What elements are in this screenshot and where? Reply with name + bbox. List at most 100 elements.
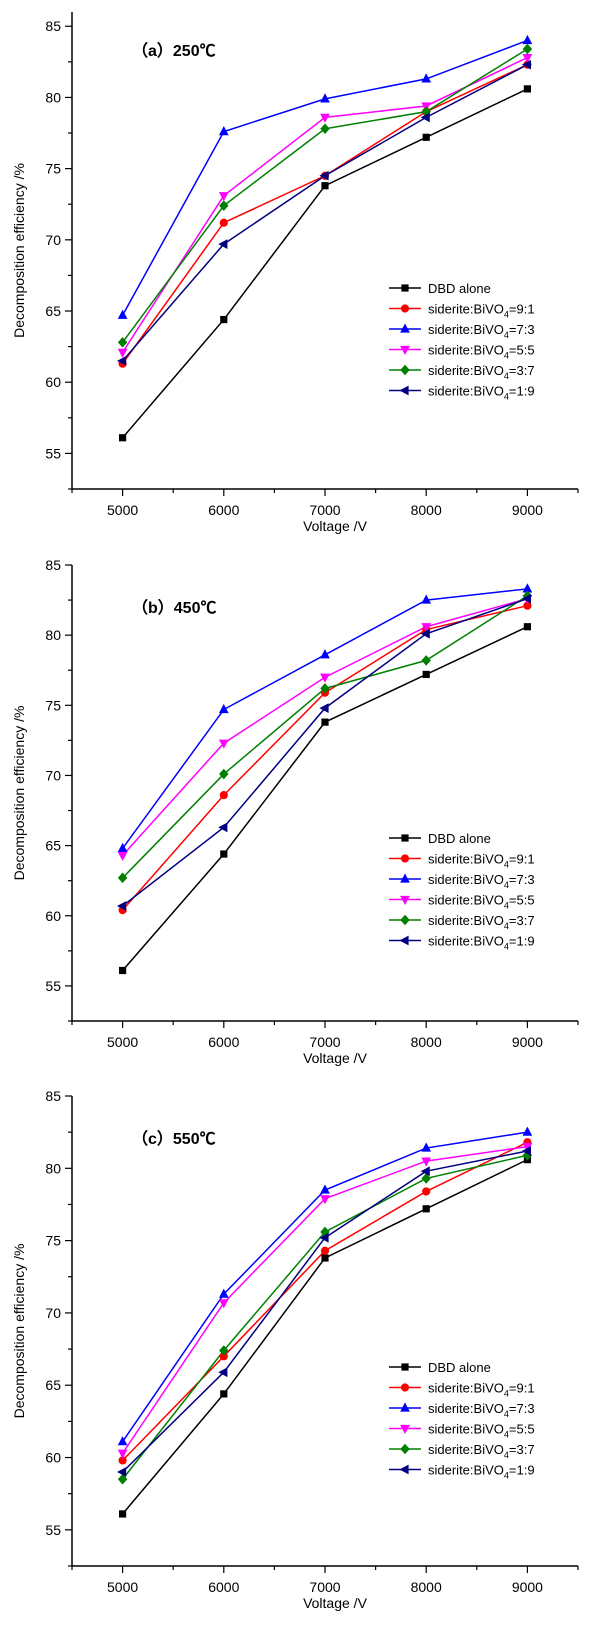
legend-label: siderite:BiVO4=3:7	[428, 1442, 535, 1460]
data-point	[319, 170, 329, 181]
data-point	[220, 1390, 228, 1398]
y-tick-label: 85	[45, 557, 61, 573]
y-axis-title: Decomposition efficiency /%	[11, 1244, 27, 1419]
legend-label: siderite:BiVO4=1:9	[428, 1463, 535, 1481]
data-point	[321, 718, 329, 726]
y-tick-label: 55	[45, 445, 61, 461]
data-point	[219, 768, 229, 780]
data-point	[422, 1205, 430, 1213]
legend-label: siderite:BiVO4=5:5	[428, 343, 535, 361]
legend-label: siderite:BiVO4=1:9	[428, 384, 535, 402]
series-line	[122, 597, 528, 856]
data-point	[220, 850, 228, 858]
data-point	[119, 966, 127, 975]
y-tick-label: 75	[45, 161, 61, 177]
legend-label: siderite:BiVO4=9:1	[428, 852, 535, 870]
y-tick-label: 80	[45, 627, 61, 643]
x-tick-label: 9000	[512, 1034, 543, 1050]
data-point	[320, 649, 330, 659]
data-point	[218, 1367, 228, 1378]
panel-title: （b）450℃	[132, 599, 216, 617]
data-point	[220, 315, 228, 324]
data-point	[319, 703, 329, 713]
y-tick-label: 70	[45, 232, 61, 248]
x-tick-label: 8000	[411, 502, 442, 518]
legend-label: DBD alone	[428, 281, 491, 296]
data-point	[420, 112, 430, 123]
y-tick-label: 65	[45, 303, 61, 319]
data-point	[320, 673, 330, 683]
legend-marker	[400, 895, 410, 906]
y-tick-label: 70	[45, 1305, 61, 1321]
x-tick-label: 7000	[309, 502, 340, 518]
data-point	[219, 200, 229, 211]
data-point	[422, 670, 430, 679]
y-tick-label: 80	[45, 1160, 61, 1176]
legend-label: siderite:BiVO4=9:1	[428, 302, 535, 320]
legend-marker	[400, 323, 410, 333]
x-tick-label: 5000	[107, 1034, 138, 1050]
chart-panel: 5000 6000 7000 8000 9000 55 60 65 70 75 80 85 Voltag…	[11, 12, 579, 534]
data-point	[117, 1449, 128, 1459]
data-point	[117, 1436, 128, 1446]
y-tick-label: 65	[45, 1377, 61, 1393]
data-point	[320, 123, 330, 135]
data-point	[319, 1232, 329, 1243]
legend-label: siderite:BiVO4=3:7	[428, 363, 535, 381]
data-point	[119, 1510, 127, 1518]
data-point	[522, 34, 533, 45]
data-point	[320, 1184, 330, 1194]
legend-label: DBD alone	[428, 1360, 491, 1375]
legend-label: siderite:BiVO4=1:9	[428, 934, 535, 952]
series-line	[121, 64, 528, 365]
data-point	[320, 1195, 330, 1205]
legend-marker	[401, 834, 409, 842]
data-point	[320, 113, 330, 123]
x-tick-label: 6000	[208, 1034, 239, 1050]
legend-label: siderite:BiVO4=5:5	[428, 1422, 535, 1440]
data-point	[219, 1345, 229, 1356]
y-tick-label: 85	[45, 1088, 61, 1104]
legend-label: siderite:BiVO4=9:1	[428, 1381, 535, 1399]
x-tick-label: 5000	[107, 1579, 138, 1595]
x-axis-title: Voltage /V	[303, 1050, 367, 1066]
data-point	[421, 1157, 432, 1167]
data-point	[320, 683, 330, 694]
y-tick-label: 75	[45, 697, 61, 713]
data-point	[218, 239, 228, 249]
data-point	[422, 1187, 431, 1196]
legend-label: siderite:BiVO4=7:3	[428, 322, 535, 340]
y-axis-title: Decomposition efficiency /%	[11, 163, 27, 338]
y-tick-label: 60	[45, 1450, 61, 1466]
x-tick-label: 6000	[208, 502, 239, 518]
legend-marker	[400, 345, 410, 356]
x-tick-label: 9000	[512, 1579, 543, 1595]
legend-label: siderite:BiVO4=7:3	[428, 872, 535, 890]
data-point	[421, 594, 432, 604]
data-point	[119, 434, 127, 442]
legend-label: DBD alone	[428, 831, 491, 846]
data-point	[117, 901, 127, 911]
data-point	[320, 1246, 330, 1255]
data-point	[521, 1146, 531, 1156]
y-tick-label: 55	[45, 978, 61, 994]
data-point	[218, 192, 229, 202]
x-tick-label: 7000	[309, 1579, 340, 1595]
y-tick-label: 80	[45, 89, 61, 105]
data-point	[117, 309, 128, 319]
panel-title: （c）550℃	[132, 1130, 216, 1148]
legend-marker	[399, 935, 409, 946]
data-point	[420, 1166, 430, 1177]
legend-marker	[400, 1424, 410, 1435]
y-tick-label: 65	[45, 838, 61, 854]
legend-marker	[400, 1402, 410, 1412]
data-point	[218, 822, 228, 833]
x-tick-label: 7000	[309, 1034, 340, 1050]
data-point	[117, 872, 128, 884]
legend-marker	[401, 284, 409, 292]
x-axis-title: Voltage /V	[303, 518, 367, 534]
data-point	[218, 126, 229, 136]
x-tick-label: 8000	[411, 1579, 442, 1595]
chart-panel: 5000 6000 7000 8000 9000 55 60 65 70 75 80 85 Voltag…	[11, 557, 579, 1066]
data-point	[421, 1173, 431, 1184]
